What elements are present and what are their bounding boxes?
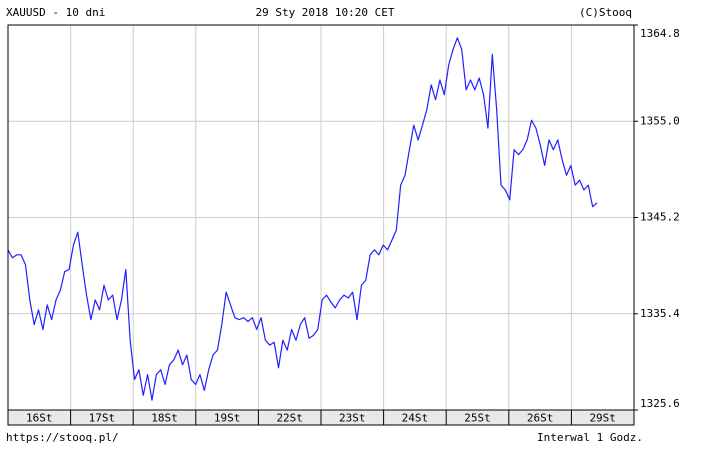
x-tick-label: 29St <box>589 412 616 425</box>
x-tick-label: 26St <box>527 412 554 425</box>
x-tick-label: 16St <box>26 412 53 425</box>
chart-subtitle: 29 Sty 2018 10:20 CET <box>255 6 394 19</box>
interval: Interwal 1 Godz. <box>537 431 643 444</box>
y-tick-label: 1345.2 <box>640 211 680 224</box>
x-tick-label: 17St <box>89 412 116 425</box>
chart-title: XAUUSD - 10 dni <box>6 6 105 19</box>
x-tick-label: 24St <box>402 412 429 425</box>
source: (C)Stooq <box>579 6 632 19</box>
x-tick-label: 22St <box>276 412 303 425</box>
y-tick-label: 1364.8 <box>640 27 680 40</box>
price-line <box>7 37 598 401</box>
url: https://stooq.pl/ <box>6 431 119 444</box>
y-tick-label: 1335.4 <box>640 307 680 320</box>
x-tick-label: 18St <box>151 412 178 425</box>
y-tick-label: 1355.0 <box>640 114 680 127</box>
x-tick-label: 25St <box>464 412 491 425</box>
y-tick-label: 1325.6 <box>640 397 680 410</box>
x-tick-label: 19St <box>214 412 241 425</box>
x-tick-label: 23St <box>339 412 366 425</box>
